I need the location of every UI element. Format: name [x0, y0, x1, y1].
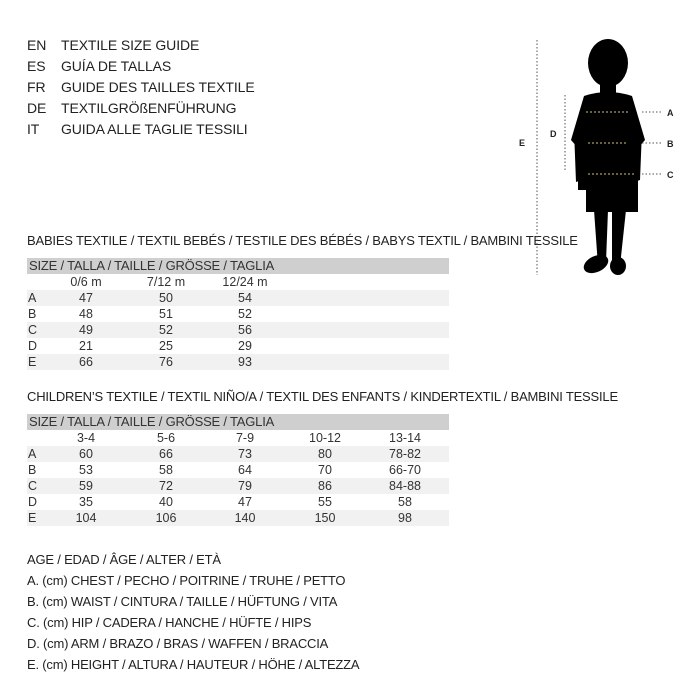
table-cell: 78-82 [389, 447, 421, 461]
row-label: D [28, 495, 38, 509]
table-row: C 49 52 56 [27, 322, 449, 338]
language-code: FR [27, 79, 46, 95]
table-cell: 140 [234, 511, 256, 525]
table-row: E 66 76 93 [27, 354, 449, 370]
table-cell: 66 [79, 355, 93, 369]
row-label: E [28, 355, 37, 369]
table-cell: 54 [238, 291, 252, 305]
table-cell: 76 [159, 355, 173, 369]
table-cell: 66 [159, 447, 173, 461]
table-row: A 47 50 54 [27, 290, 449, 306]
legend-item: C. (cm) HIP / CADERA / HANCHE / HÜFTE / … [27, 615, 312, 630]
row-label: A [28, 291, 37, 305]
row-label: A [28, 447, 37, 461]
table-cell: 21 [79, 339, 93, 353]
label-d: D [550, 129, 557, 139]
table-cell: 55 [318, 495, 332, 509]
table-cell: 80 [318, 447, 332, 461]
column-header: 7/12 m [146, 275, 186, 289]
child-silhouette-icon [571, 39, 645, 275]
table-cell: 104 [75, 511, 97, 525]
table-cell: 79 [238, 479, 252, 493]
language-code: DE [27, 100, 47, 116]
table-row: A 60 66 73 80 78-82 [27, 446, 449, 462]
table-cell: 84-88 [389, 479, 421, 493]
table-row: D 35 40 47 55 58 [27, 494, 449, 510]
language-code: IT [27, 121, 40, 137]
label-e: E [519, 138, 525, 148]
size-label: SIZE / TALLA / TAILLE / GRÖSSE / TAGLIA [29, 414, 275, 429]
table-cell: 53 [79, 463, 93, 477]
table-cell: 50 [159, 291, 173, 305]
column-header: 13-14 [389, 431, 421, 445]
table-cell: 47 [238, 495, 252, 509]
header-title: TEXTILE SIZE GUIDE [61, 37, 200, 53]
label-c: C [667, 170, 674, 180]
table-cell: 51 [159, 307, 173, 321]
child-silhouette-figure: A B C D E [519, 39, 674, 275]
column-header: 5-6 [156, 431, 176, 445]
table-cell: 98 [398, 511, 412, 525]
legend-item: E. (cm) HEIGHT / ALTURA / HAUTEUR / HÖHE… [27, 657, 360, 672]
table-cell: 49 [79, 323, 93, 337]
table-cell: 150 [314, 511, 336, 525]
legend-item: B. (cm) WAIST / CINTURA / TAILLE / HÜFTU… [27, 594, 338, 609]
table-cell: 25 [159, 339, 173, 353]
table-row: D 21 25 29 [27, 338, 449, 354]
babies-title: BABIES TEXTILE / TEXTIL BEBÉS / TESTILE … [27, 233, 578, 248]
header-title: GUIDE DES TAILLES TEXTILE [61, 79, 255, 95]
table-cell: 106 [155, 511, 177, 525]
column-header: 12/24 m [222, 275, 268, 289]
children-title: CHILDREN’S TEXTILE / TEXTIL NIÑO/A / TEX… [27, 389, 618, 404]
size-label: SIZE / TALLA / TAILLE / GRÖSSE / TAGLIA [29, 258, 275, 273]
row-label: C [28, 479, 38, 493]
table-cell: 59 [79, 479, 93, 493]
label-b: B [667, 139, 674, 149]
table-cell: 72 [159, 479, 173, 493]
column-header: 0/6 m [70, 275, 102, 289]
table-cell: 47 [79, 291, 93, 305]
table-cell: 52 [238, 307, 252, 321]
row-label: B [28, 307, 37, 321]
table-cell: 64 [238, 463, 252, 477]
header-title: GUIDA ALLE TAGLIE TESSILI [61, 121, 248, 137]
table-cell: 66-70 [389, 463, 421, 477]
language-code: EN [27, 37, 47, 53]
column-header: 7-9 [235, 431, 255, 445]
table-row: C 59 72 79 86 84-88 [27, 478, 449, 494]
column-header: 10-12 [309, 431, 341, 445]
table-cell: 60 [79, 447, 93, 461]
size-header-bar: SIZE / TALLA / TAILLE / GRÖSSE / TAGLIA [27, 414, 449, 430]
table-cell: 73 [238, 447, 252, 461]
table-row: B 48 51 52 [27, 306, 449, 322]
table-cell: 29 [238, 339, 252, 353]
table-cell: 58 [398, 495, 412, 509]
table-cell: 58 [159, 463, 173, 477]
row-label: C [28, 323, 38, 337]
measure-lines [586, 111, 636, 175]
table-cell: 35 [79, 495, 93, 509]
row-label: E [28, 511, 37, 525]
table-row: E 104 106 140 150 98 [27, 510, 449, 526]
table-cell: 86 [318, 479, 332, 493]
header-title: GUÍA DE TALLAS [61, 58, 172, 74]
language-code: ES [27, 58, 46, 74]
table-cell: 93 [238, 355, 252, 369]
row-label: D [28, 339, 38, 353]
table-cell: 52 [159, 323, 173, 337]
header-title: TEXTILGRÖßENFÜHRUNG [61, 100, 237, 116]
size-header-bar: SIZE / TALLA / TAILLE / GRÖSSE / TAGLIA [27, 258, 449, 274]
legend-item: D. (cm) ARM / BRAZO / BRAS / WAFFEN / BR… [27, 636, 329, 651]
table-cell: 70 [318, 463, 332, 477]
table-cell: 48 [79, 307, 93, 321]
table-cell: 40 [159, 495, 173, 509]
legend-item: A. (cm) CHEST / PECHO / POITRINE / TRUHE… [27, 573, 346, 588]
label-a: A [667, 108, 674, 118]
table-row: B 53 58 64 70 66-70 [27, 462, 449, 478]
row-label: B [28, 463, 37, 477]
legend-item: AGE / EDAD / ÂGE / ALTER / ETÀ [27, 552, 221, 567]
column-header: 3-4 [76, 431, 96, 445]
table-cell: 56 [238, 323, 252, 337]
